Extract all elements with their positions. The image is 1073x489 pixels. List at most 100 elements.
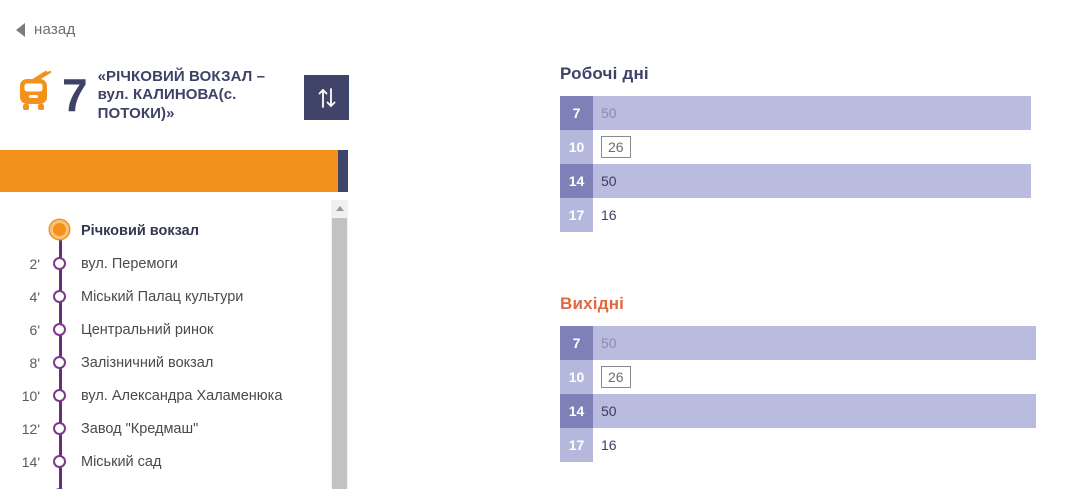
schedule-weekday-title: Робочі дні [560, 64, 649, 83]
stop-row[interactable]: 10' вул. Александра Халаменюка [0, 379, 331, 412]
schedule-minutes-cell: 50 [593, 164, 1031, 198]
schedule-row[interactable]: 7 50 [560, 96, 1031, 130]
back-link-label: назад [34, 21, 76, 38]
schedule-departure-minute[interactable]: 26 [601, 136, 631, 158]
route-number: 7 [62, 69, 88, 121]
swap-direction-button[interactable] [304, 75, 349, 120]
stop-travel-time: 12' [21, 420, 40, 437]
schedule-minutes-cell: 26 [593, 130, 1031, 164]
schedule-hour-cell: 10 [560, 130, 593, 164]
stop-row[interactable]: 17' Р [0, 478, 331, 489]
trolleybus-icon [16, 70, 56, 116]
schedule-departure-minute[interactable]: 26 [601, 366, 631, 388]
stop-name: вул. Александра Халаменюка [81, 387, 283, 404]
stops-list: Річковий вокзал 2' вул. Перемоги 4' Міський … [0, 200, 331, 489]
stop-name: Річковий вокзал [81, 222, 199, 239]
stop-travel-time: 4' [29, 288, 40, 305]
stop-row[interactable]: 8' Залізничний вокзал [0, 346, 331, 379]
triangle-up-icon [335, 206, 344, 211]
stop-marker-icon [53, 290, 66, 303]
schedule-row[interactable]: 17 16 [560, 428, 1036, 462]
stop-name: Міський Палац культури [81, 288, 244, 305]
triangle-left-icon [16, 22, 25, 37]
stop-travel-time: 17' [0, 487, 48, 489]
schedule-hour-cell: 14 [560, 394, 593, 428]
direction-tab-inactive[interactable] [338, 150, 348, 192]
route-line-segment [59, 478, 62, 489]
stop-name: Залізничний вокзал [81, 354, 214, 371]
scrollbar-thumb[interactable] [332, 218, 347, 489]
schedule-table-weekday: 7 50 10 26 14 50 17 16 [560, 96, 1031, 232]
stop-travel-time: 10' [21, 387, 40, 404]
direction-tab-bar [0, 150, 348, 192]
stop-travel-time: 2' [29, 255, 40, 272]
schedule-section-weekend: Вихідні 7 50 10 26 14 50 17 16 [560, 294, 1036, 462]
schedule-departure-minute[interactable]: 50 [601, 105, 617, 121]
stop-marker-cell [48, 247, 72, 280]
schedule-row[interactable]: 10 26 [560, 360, 1036, 394]
schedule-weekend-title: Вихідні [560, 294, 625, 313]
stop-marker-icon [53, 323, 66, 336]
stop-row[interactable]: 14' Міський сад [0, 445, 331, 478]
stop-marker-icon [53, 455, 66, 468]
schedule-row[interactable]: 14 50 [560, 164, 1031, 198]
stop-name: вул. Перемоги [81, 255, 178, 272]
stop-marker-cell [48, 346, 72, 379]
schedule-minutes-cell: 50 [593, 96, 1031, 130]
stop-marker-icon [53, 356, 66, 369]
back-link[interactable]: назад [16, 21, 75, 38]
schedule-row[interactable]: 14 50 [560, 394, 1036, 428]
stop-travel-time: 14' [21, 453, 40, 470]
schedule-minutes-cell: 16 [593, 428, 1036, 462]
stop-travel-time: 8' [29, 354, 40, 371]
stop-marker-cell [48, 214, 72, 247]
stop-travel-time: 6' [29, 321, 40, 338]
schedule-section-weekday: Робочі дні 7 50 10 26 14 50 17 16 [560, 64, 1031, 232]
swap-vertical-icon [316, 86, 338, 110]
schedule-departure-minute[interactable]: 16 [601, 437, 617, 453]
schedule-minutes-cell: 16 [593, 198, 1031, 232]
direction-tab-active[interactable] [0, 150, 338, 192]
schedule-hour-cell: 7 [560, 96, 593, 130]
stop-name: Центральний ринок [81, 321, 214, 338]
schedule-departure-minute[interactable]: 50 [601, 335, 617, 351]
stop-row[interactable]: 6' Центральний ринок [0, 313, 331, 346]
route-header: 7 «РІЧКОВИЙ ВОКЗАЛ – вул. КАЛИНОВА(с. ПО… [16, 60, 356, 140]
schedule-row[interactable]: 17 16 [560, 198, 1031, 232]
stop-marker-cell [48, 445, 72, 478]
stop-marker-icon [53, 257, 66, 270]
schedule-hour-cell: 14 [560, 164, 593, 198]
stop-marker-icon [53, 422, 66, 435]
schedule-table-weekend: 7 50 10 26 14 50 17 16 [560, 326, 1036, 462]
schedule-hour-cell: 17 [560, 198, 593, 232]
stops-scrollbar[interactable] [331, 200, 348, 489]
stop-marker-icon [53, 389, 66, 402]
stop-marker-cell [48, 280, 72, 313]
stop-name: Р [72, 487, 91, 489]
scroll-up-button[interactable] [331, 200, 348, 217]
origin-stop-marker-icon [50, 220, 69, 239]
stop-name: Завод "Кредмаш" [81, 420, 199, 437]
schedule-row[interactable]: 10 26 [560, 130, 1031, 164]
schedule-departure-minute[interactable]: 16 [601, 207, 617, 223]
schedule-hour-cell: 10 [560, 360, 593, 394]
stop-row[interactable]: 12' Завод "Кредмаш" [0, 412, 331, 445]
schedule-hour-cell: 17 [560, 428, 593, 462]
stop-row[interactable]: 4' Міський Палац культури [0, 280, 331, 313]
schedule-hour-cell: 7 [560, 326, 593, 360]
route-title: «РІЧКОВИЙ ВОКЗАЛ – вул. КАЛИНОВА(с. ПОТО… [97, 68, 266, 122]
schedule-departure-minute[interactable]: 50 [601, 173, 617, 189]
stop-marker-cell [48, 379, 72, 412]
stops-panel: Річковий вокзал 2' вул. Перемоги 4' Міський … [0, 200, 348, 489]
stop-name: Міський сад [81, 453, 162, 470]
stop-marker-cell [48, 478, 72, 489]
schedule-row[interactable]: 7 50 [560, 326, 1036, 360]
stop-row[interactable]: 2' вул. Перемоги [0, 247, 331, 280]
schedule-departure-minute[interactable]: 50 [601, 403, 617, 419]
schedule-minutes-cell: 26 [593, 360, 1036, 394]
stop-marker-cell [48, 412, 72, 445]
schedule-minutes-cell: 50 [593, 394, 1036, 428]
stop-row[interactable]: Річковий вокзал [0, 214, 331, 247]
stop-marker-cell [48, 313, 72, 346]
